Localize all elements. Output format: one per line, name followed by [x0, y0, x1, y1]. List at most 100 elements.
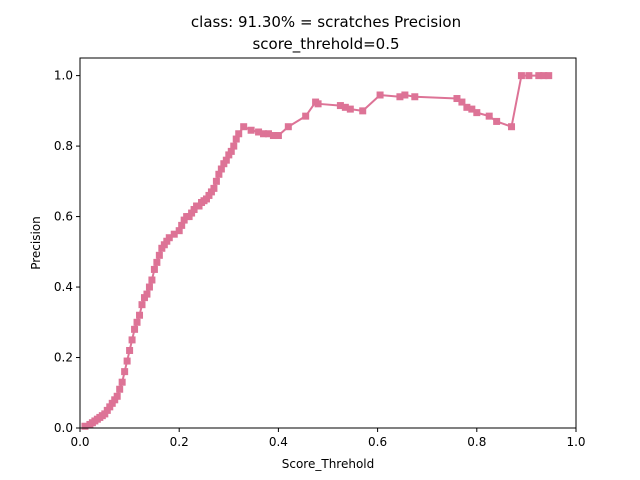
data-point-marker	[131, 325, 139, 333]
data-point-marker	[113, 392, 121, 400]
data-point-marker	[468, 105, 476, 113]
data-point-marker	[155, 251, 163, 259]
data-point-marker	[493, 117, 501, 125]
data-point-marker	[106, 403, 114, 411]
data-point-marker	[453, 95, 461, 103]
data-point-marker	[302, 112, 310, 120]
data-point-marker	[163, 237, 171, 245]
data-point-marker	[140, 294, 148, 302]
y-tick-label: 0.2	[54, 351, 73, 365]
data-point-marker	[458, 98, 466, 106]
data-point-marker	[202, 195, 210, 203]
data-point-marker	[314, 100, 322, 108]
data-point-marker	[215, 170, 223, 178]
data-point-marker	[255, 128, 263, 136]
data-point-marker	[210, 184, 218, 192]
data-point-marker	[359, 107, 367, 115]
data-point-marker	[138, 301, 146, 309]
data-point-marker	[411, 93, 419, 101]
data-point-marker	[336, 102, 344, 110]
x-tick-label: 0.4	[269, 435, 288, 449]
data-point-marker	[153, 258, 161, 266]
x-axis-label: Score_Threhold	[282, 457, 375, 471]
data-point-marker	[133, 318, 141, 326]
data-point-marker	[535, 72, 543, 80]
data-point-marker	[190, 206, 198, 214]
data-point-marker	[143, 290, 151, 298]
data-point-marker	[150, 265, 158, 273]
data-point-marker	[111, 396, 119, 404]
series-layer	[81, 72, 553, 430]
data-point-marker	[217, 165, 225, 173]
chart-title-line2: score_threhold=0.5	[252, 35, 399, 54]
y-tick-label: 0.4	[54, 280, 73, 294]
y-axis-ticks: 0.0 0.2 0.4 0.6 0.8 1.0	[54, 69, 80, 435]
data-point-marker	[108, 399, 116, 407]
data-point-marker	[175, 227, 183, 235]
data-point-marker	[205, 191, 213, 199]
data-point-marker	[240, 123, 248, 131]
data-point-marker	[284, 123, 292, 131]
x-tick-label: 0.8	[467, 435, 486, 449]
x-tick-label: 0.0	[70, 435, 89, 449]
data-point-marker	[126, 346, 134, 354]
plot-frame	[79, 57, 577, 429]
data-point-marker	[401, 91, 409, 99]
precision-series-line	[84, 74, 549, 428]
chart-title-line1: class: 91.30% = scratches Precision	[191, 13, 461, 31]
data-point-marker	[185, 213, 193, 221]
data-point-marker	[212, 177, 220, 185]
data-point-marker	[188, 209, 196, 217]
data-point-marker	[264, 130, 272, 138]
data-point-marker	[269, 132, 277, 140]
y-tick-label: 0.6	[54, 210, 73, 224]
data-point-marker	[116, 385, 124, 393]
data-point-marker	[103, 406, 111, 414]
data-point-marker	[128, 336, 136, 344]
data-point-marker	[230, 142, 238, 150]
y-tick-label: 1.0	[54, 69, 73, 83]
data-point-marker	[121, 368, 129, 376]
data-point-marker	[260, 130, 268, 138]
data-point-marker	[118, 378, 126, 386]
data-point-marker	[178, 221, 186, 229]
data-point-marker	[463, 103, 471, 111]
y-axis-label: Precision	[29, 216, 43, 270]
data-point-marker	[473, 109, 481, 117]
data-point-marker	[396, 93, 404, 101]
data-point-marker	[222, 156, 230, 164]
data-point-marker	[346, 105, 354, 113]
data-point-marker	[195, 202, 203, 210]
data-point-marker	[170, 230, 178, 238]
data-point-marker	[220, 160, 228, 168]
data-point-marker	[540, 72, 548, 80]
x-axis-ticks: 0.0 0.2 0.4 0.6 0.8 1.0	[70, 428, 586, 449]
data-point-marker	[525, 72, 533, 80]
data-point-marker	[485, 112, 493, 120]
x-tick-label: 0.6	[368, 435, 387, 449]
data-point-marker	[160, 241, 168, 249]
data-point-marker	[207, 188, 215, 196]
data-point-marker	[517, 72, 525, 80]
x-tick-label: 0.2	[170, 435, 189, 449]
data-point-marker	[545, 72, 553, 80]
data-point-marker	[123, 357, 131, 365]
data-point-marker	[376, 91, 384, 99]
data-point-marker	[136, 311, 144, 319]
data-point-marker	[101, 410, 109, 418]
data-point-marker	[148, 276, 156, 284]
data-point-marker	[145, 283, 153, 291]
y-tick-label: 0.8	[54, 139, 73, 153]
data-point-marker	[225, 151, 233, 159]
data-point-marker	[274, 132, 282, 140]
y-tick-label: 0.0	[54, 421, 73, 435]
data-point-marker	[180, 216, 188, 224]
data-point-marker	[165, 234, 173, 242]
data-point-marker	[247, 126, 255, 134]
data-point-marker	[158, 244, 166, 252]
data-point-marker	[81, 422, 89, 430]
data-point-marker	[227, 147, 235, 155]
x-tick-label: 1.0	[566, 435, 585, 449]
data-point-marker	[232, 135, 240, 143]
